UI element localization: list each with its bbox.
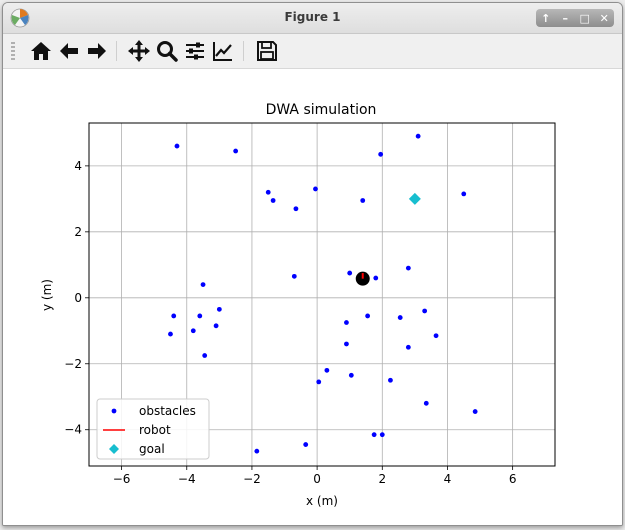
axes-frame <box>88 122 556 467</box>
legend-label: obstacles <box>139 404 196 418</box>
obstacle-point <box>213 323 219 329</box>
obstacle-point <box>291 273 297 279</box>
window-title: Figure 1 <box>284 10 341 24</box>
obstacle-point <box>371 432 377 438</box>
data-series <box>168 133 478 454</box>
x-axis-label: x (m) <box>306 494 338 508</box>
title-bar[interactable]: Figure 1 ↑ – □ ✕ <box>3 3 622 34</box>
obstacle-point <box>378 151 384 157</box>
obstacle-point <box>388 377 393 383</box>
goal-marker <box>408 192 421 205</box>
legend-goal-marker <box>109 444 119 454</box>
figure-canvas[interactable]: DWA simulation −6 −4 −2 0 2 4 6 −4 −2 0 2 4 x (m) y… <box>3 69 622 525</box>
obstacle-point <box>174 143 180 149</box>
axis-ticks: −6 −4 −2 0 2 4 6 −4 −2 0 2 4 <box>64 159 516 486</box>
obstacle-point <box>344 341 349 347</box>
edit-axes-icon[interactable] <box>211 39 235 63</box>
y-tick-label: 2 <box>74 225 82 239</box>
obstacle-point <box>168 331 173 337</box>
grid-lines <box>89 123 555 466</box>
window-controls: ↑ – □ ✕ <box>536 9 614 27</box>
obstacle-point <box>360 198 366 203</box>
x-tick-label: 6 <box>509 472 517 486</box>
maximize-icon[interactable]: □ <box>579 11 590 25</box>
y-tick-label: −4 <box>64 423 82 437</box>
obstacle-point <box>197 313 203 319</box>
home-icon[interactable] <box>29 39 53 63</box>
keep-above-icon[interactable]: ↑ <box>541 11 551 25</box>
matplotlib-app-icon <box>9 7 31 29</box>
x-tick-label: 2 <box>378 472 386 486</box>
obstacle-point <box>202 353 208 358</box>
obstacle-point <box>365 313 371 319</box>
minimize-icon[interactable]: – <box>562 11 569 25</box>
y-tick-label: −2 <box>64 357 82 371</box>
toolbar-separator <box>243 41 244 61</box>
back-arrow-icon[interactable] <box>57 39 81 63</box>
legend-label: goal <box>139 442 165 456</box>
obstacle-point <box>415 133 421 139</box>
obstacle-point <box>270 198 276 203</box>
obstacle-point <box>472 409 478 414</box>
obstacle-point <box>324 367 330 373</box>
forward-arrow-icon[interactable] <box>85 39 109 63</box>
obstacle-point <box>348 372 354 378</box>
obstacle-point <box>233 148 239 154</box>
obstacle-point <box>373 275 379 281</box>
x-tick-label: 0 <box>313 472 321 486</box>
save-icon[interactable] <box>255 39 279 63</box>
x-tick-label: 4 <box>444 472 452 486</box>
obstacle-point <box>316 379 322 385</box>
close-icon[interactable]: ✕ <box>599 11 609 25</box>
x-tick-label: −2 <box>243 472 261 486</box>
obstacle-point <box>397 315 403 320</box>
y-tick-label: 0 <box>74 291 82 305</box>
toolbar-grip[interactable] <box>11 42 15 60</box>
y-axis-label: y (m) <box>40 279 54 311</box>
legend-box <box>96 398 210 460</box>
obstacle-point <box>423 400 429 406</box>
plot-svg[interactable]: DWA simulation −6 −4 −2 0 2 4 6 −4 −2 0 2 4 x (m) y… <box>3 69 622 525</box>
obstacle-point <box>254 448 260 454</box>
obstacle-point <box>405 265 411 271</box>
obstacle-point <box>190 328 196 334</box>
toolbar-separator <box>116 41 117 61</box>
obstacle-point <box>171 313 177 319</box>
obstacle-point <box>293 206 299 212</box>
zoom-icon[interactable] <box>155 39 179 63</box>
obstacle-point <box>433 333 439 339</box>
navigation-toolbar <box>3 34 622 69</box>
y-tick-label: 4 <box>74 159 82 173</box>
obstacle-point <box>347 270 353 276</box>
obstacle-point <box>461 191 467 197</box>
legend-label: robot <box>139 423 171 437</box>
x-tick-label: −4 <box>178 472 196 486</box>
pan-icon[interactable] <box>127 39 151 63</box>
configure-subplots-icon[interactable] <box>183 39 207 63</box>
obstacle-point <box>313 186 318 192</box>
x-tick-label: −6 <box>113 472 131 486</box>
obstacle-point <box>265 189 271 195</box>
obstacle-point <box>344 320 349 325</box>
obstacle-point <box>422 308 428 314</box>
legend: obstacles robot goal <box>96 398 210 460</box>
chart-title: DWA simulation <box>266 102 377 118</box>
obstacle-point <box>216 306 222 312</box>
obstacle-point <box>303 442 309 447</box>
obstacle-point <box>405 344 411 350</box>
legend-obstacles-marker <box>111 408 117 414</box>
obstacle-point <box>200 282 206 288</box>
robot-body <box>355 271 370 286</box>
obstacle-point <box>379 432 385 438</box>
